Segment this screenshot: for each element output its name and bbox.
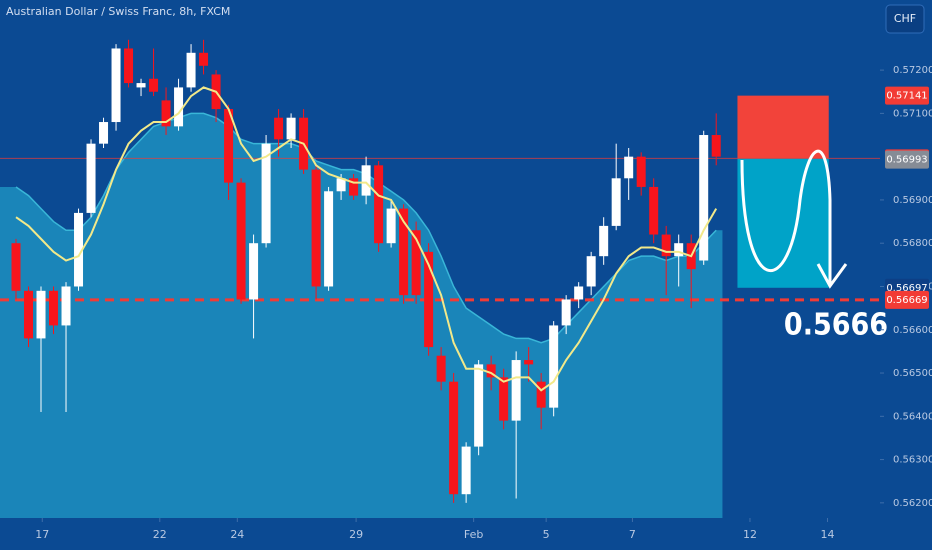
target-zone [737, 158, 829, 288]
candle-body [699, 135, 709, 261]
candle-body [124, 48, 134, 84]
y-tick-label: 0.57100 [893, 108, 932, 119]
candle-body [386, 208, 396, 244]
y-tick-label: 0.56600 [893, 325, 932, 336]
candle-body [249, 243, 259, 300]
y-tick-label: 0.56400 [893, 411, 932, 422]
y-tick-label: 0.56300 [893, 455, 932, 466]
x-tick-label: 24 [230, 528, 244, 541]
price-tag-label: 0.56993 [886, 155, 927, 166]
y-tick-label: 0.56800 [893, 238, 932, 249]
back-layer [0, 95, 880, 518]
candle-body [524, 360, 534, 365]
candle-body [424, 251, 434, 348]
x-tick-label: 22 [153, 528, 167, 541]
x-tick-label: 14 [820, 528, 834, 541]
currency-label[interactable]: CHF [894, 12, 916, 25]
price-tag-label: 0.56669 [886, 295, 927, 306]
candle-body [186, 52, 196, 88]
candle-body [49, 290, 59, 326]
y-tick-label: 0.56200 [893, 498, 932, 509]
candle-body [174, 87, 184, 127]
price-tag-label: 0.56697 [886, 283, 927, 294]
candle-body [149, 78, 159, 92]
candle-body [236, 182, 246, 300]
price-tag [885, 86, 929, 105]
candle-body [161, 100, 171, 127]
candle-body [11, 243, 21, 291]
candle-body [336, 178, 346, 192]
candle-body [636, 156, 646, 187]
candle-body [136, 83, 146, 88]
candle-body [474, 364, 484, 447]
candle-body [436, 355, 446, 382]
stop-zone [737, 95, 829, 159]
candle-body [24, 290, 34, 339]
candle-body [449, 381, 459, 495]
candle-body [411, 230, 421, 296]
candle-body [286, 117, 296, 140]
x-tick-label: 12 [743, 528, 757, 541]
candle-body [36, 290, 46, 339]
x-tick-label: 29 [349, 528, 363, 541]
candle-body [311, 169, 321, 287]
arrow-head [816, 263, 848, 289]
candle-body [599, 225, 609, 257]
candle-body [274, 117, 284, 140]
band-area [0, 113, 723, 518]
price-tag [885, 290, 929, 309]
candle-body [649, 186, 659, 235]
x-tick-label: 5 [543, 528, 550, 541]
candle-body [261, 143, 271, 244]
candle-body [511, 360, 521, 421]
candle-body [224, 109, 234, 183]
candle-body [399, 208, 409, 296]
target-annotation: 0.5666 [784, 308, 888, 343]
candle-body [374, 165, 384, 244]
candle-body [99, 122, 109, 144]
candle-body [624, 156, 634, 179]
drawn-arrow [740, 149, 832, 285]
candle-body [86, 143, 96, 213]
y-tick-label: 0.56900 [893, 195, 932, 206]
candle-body [74, 212, 84, 287]
candle-body [536, 381, 546, 408]
candle-body [561, 299, 571, 326]
price-tag [885, 150, 929, 169]
axis-layer: 0.562000.563000.564000.565000.566000.567… [35, 65, 932, 541]
candle-body [461, 446, 471, 495]
candle-body [711, 135, 721, 157]
y-tick-label: 0.56500 [893, 368, 932, 379]
candle-body [549, 325, 559, 408]
x-tick-label: Feb [464, 528, 483, 541]
ema-line [15, 86, 718, 392]
candle-body [661, 234, 671, 257]
x-tick-label: 7 [629, 528, 636, 541]
candle-body [61, 286, 71, 326]
candle-body [674, 243, 684, 257]
candle-body [499, 377, 509, 421]
main-layer [11, 39, 721, 503]
candle-body [586, 256, 596, 287]
candle-body [349, 178, 359, 196]
x-tick-label: 17 [35, 528, 49, 541]
candle-body [574, 286, 584, 300]
candle-body [611, 178, 621, 226]
chart-title: Australian Dollar / Swiss Franc, 8h, FXC… [6, 5, 230, 18]
candle-body [361, 165, 371, 196]
candle-body [486, 364, 496, 378]
candle-body [111, 48, 121, 123]
currency-button[interactable] [885, 4, 925, 34]
candle-body [324, 191, 334, 287]
price-tag-label: 0.57141 [886, 91, 927, 102]
y-tick-label: 0.57200 [893, 65, 932, 76]
candle-body [199, 52, 209, 66]
